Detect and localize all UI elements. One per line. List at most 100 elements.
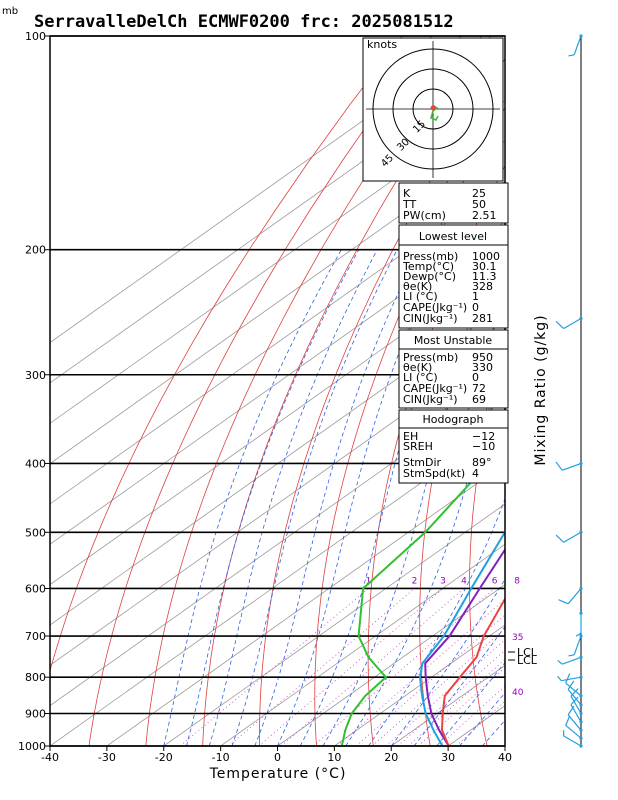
most-unstable-frame	[398, 329, 509, 409]
lcl-markers: LCL LCL	[508, 646, 538, 667]
most-unstable-label: CAPE(Jkg⁻¹)	[403, 382, 467, 395]
moist-adiabat-line	[436, 661, 505, 746]
lowest-level-value: 1	[472, 290, 479, 303]
temperature-tick-label: 0	[274, 751, 281, 764]
wind-barb-flag	[575, 632, 582, 637]
theta-e-label: 35	[512, 633, 523, 643]
wind-barb-flag	[565, 673, 571, 684]
mixing-ratio-line	[228, 588, 415, 746]
wind-barb	[575, 611, 583, 637]
hodograph-stat-label: StmDir	[403, 456, 442, 469]
wind-barb	[555, 530, 583, 543]
isotherm-line	[50, 140, 505, 465]
moist-adiabat-line	[459, 692, 505, 746]
isotherm-line	[220, 543, 505, 746]
wind-barb-flag	[567, 680, 575, 690]
wind-profile	[555, 34, 583, 748]
moist-adiabat-line	[231, 249, 398, 746]
lcl-label: LCL	[517, 654, 538, 667]
lcl-label: LCL	[517, 646, 538, 659]
wind-barb-staff	[570, 695, 582, 714]
hodograph-ring	[412, 88, 454, 130]
isotherm-line	[106, 463, 505, 746]
mixing-ratio-line	[179, 588, 369, 746]
temperature-tick-label: 10	[327, 751, 341, 764]
pressure-tick-label: 500	[25, 526, 46, 539]
dry-adiabat-line	[259, 58, 505, 746]
isotherm-line	[50, 301, 505, 626]
hodograph-stat-label: SREH	[403, 440, 433, 453]
lowest-level-label: Temp(°C)	[402, 260, 454, 273]
background-lines	[50, 36, 618, 746]
mixing-ratio-line	[280, 588, 465, 746]
mixing-ratio-line	[258, 588, 444, 746]
hodograph-box: Hodograph EH −12 SREH −10 StmDir 89° Stm…	[398, 409, 509, 484]
mixing-ratio-line	[313, 588, 495, 746]
wind-barb-staff	[573, 35, 582, 55]
temperature-tick-label: 20	[384, 751, 398, 764]
lowest-level-label: Dewp(°C)	[403, 270, 456, 283]
y-axis-label: Mixing Ratio (g/kg)	[533, 314, 549, 465]
pressure-tick-label: 1000	[18, 740, 46, 753]
pressure-tick-label: 100	[25, 30, 46, 43]
lowest-level-header: Lowest level	[419, 230, 487, 243]
sounding-profiles	[340, 305, 505, 746]
most-unstable-label: Press(mb)	[403, 351, 458, 364]
temperature-tick-label: -30	[98, 751, 116, 764]
lowest-level-value: 1000	[472, 250, 500, 263]
wind-barb	[567, 680, 583, 707]
lowest-level-box: Lowest level Press(mb) 1000 Temp(°C) 30.…	[398, 224, 509, 329]
dry-adiabat-line	[314, 106, 505, 746]
storm-motion-marker	[430, 105, 436, 111]
mixing-ratio-line	[455, 700, 505, 746]
lowest-level-value: 328	[472, 280, 493, 293]
dry-adiabat-line	[50, 36, 403, 673]
most-unstable-value: 330	[472, 361, 493, 374]
moist-adiabat-line	[345, 342, 505, 746]
most-unstable-box: Most Unstable Press(mb) 950 θe(K) 330 LI…	[398, 329, 509, 409]
hodograph-stat-value: 4	[472, 467, 479, 480]
isotherm-line	[50, 342, 505, 666]
wind-barb-flag	[568, 654, 575, 657]
parcel-profile	[424, 547, 505, 746]
hodograph-stats-header: Hodograph	[423, 413, 484, 426]
index-value: 50	[472, 198, 486, 211]
temperature-tick-label: 40	[498, 751, 512, 764]
dry-adiabat-line	[88, 36, 432, 746]
dry-adiabat-line	[565, 36, 618, 746]
wind-barb-staff	[563, 531, 582, 543]
wind-barb	[558, 586, 583, 605]
most-unstable-value: 69	[472, 393, 486, 406]
isotherm-line	[50, 422, 505, 746]
x-axis-label: Temperature (°C)	[209, 766, 347, 782]
mixing-ratio-labels: 1 2 3 4 6 8	[366, 577, 521, 587]
wind-barb	[567, 705, 583, 732]
virtual-temperature-profile	[418, 530, 505, 746]
wind-barb-flag	[568, 54, 575, 57]
wind-barb	[565, 715, 583, 740]
wind-barb-staff	[562, 656, 582, 665]
wind-barb-staff	[567, 588, 582, 605]
wind-barb	[568, 34, 583, 57]
index-label: K	[403, 187, 411, 200]
lowest-level-value: 0	[472, 301, 479, 314]
lowest-level-value: 11.3	[472, 270, 497, 283]
mixing-ratio-label: 8	[514, 577, 520, 587]
lowest-level-label: CIN(Jkg⁻¹)	[403, 312, 458, 325]
temperature-tick-label: -40	[41, 751, 59, 764]
wind-barb-flag	[555, 534, 565, 543]
pressure-tick-labels: 100 200 300 400 500 600 700 800 900 1000	[18, 30, 50, 753]
most-unstable-label: θe(K)	[403, 361, 432, 374]
mixing-ratio-label: 1	[366, 577, 372, 587]
moist-adiabat-line	[504, 745, 505, 746]
isotherm-line	[334, 624, 505, 746]
isotherm-line	[50, 261, 505, 586]
most-unstable-value: 72	[472, 382, 486, 395]
wind-barb	[555, 461, 583, 471]
most-unstable-value: 950	[472, 351, 493, 364]
dry-adiabat-line	[610, 36, 618, 746]
mixing-ratio-line	[337, 598, 505, 746]
temperature-tick-label: -20	[155, 751, 173, 764]
wind-barb-flag	[570, 696, 579, 706]
temperature-tick-label: -10	[212, 751, 230, 764]
